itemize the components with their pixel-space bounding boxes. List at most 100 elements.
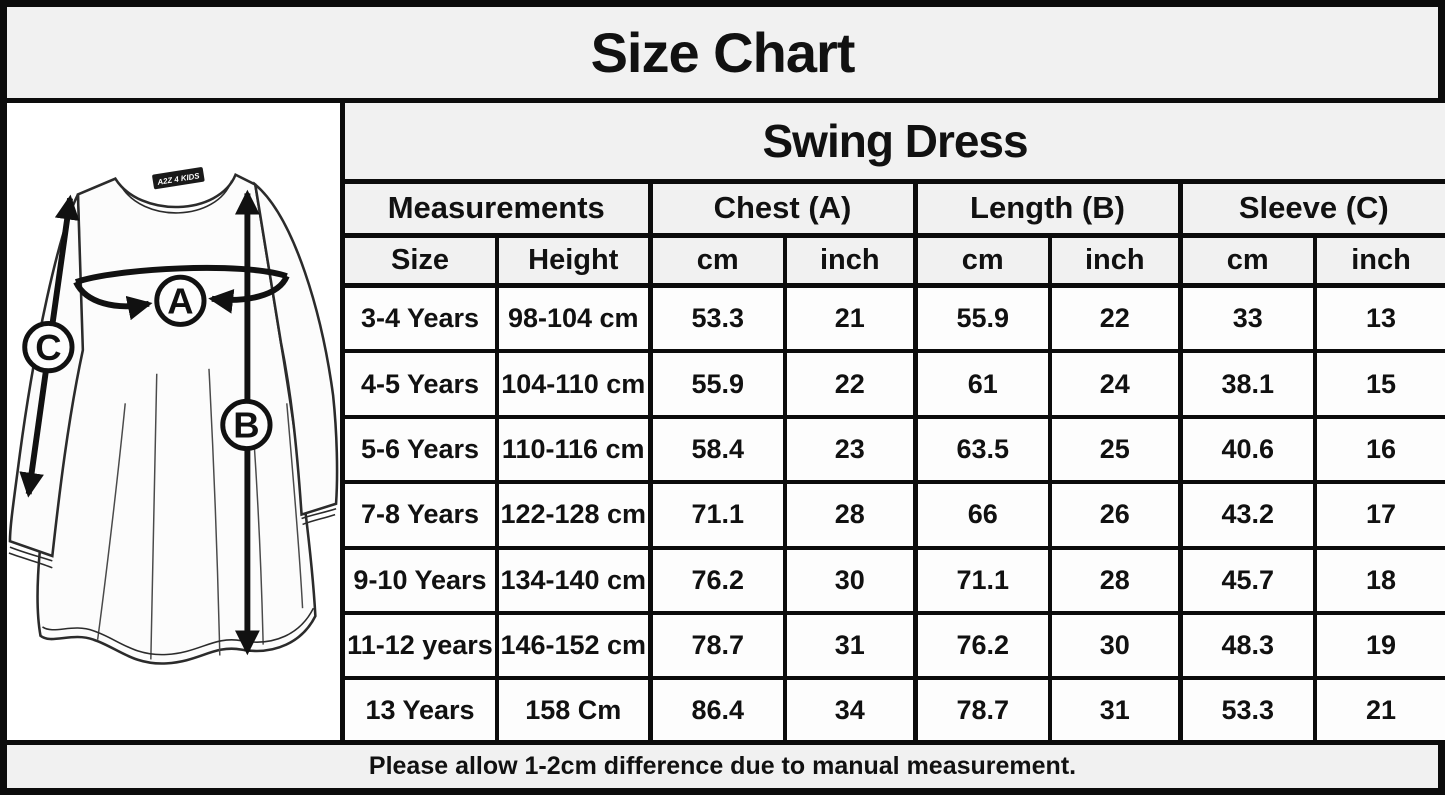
table-cell: 9-10 Years: [345, 545, 499, 615]
table-cell: 61: [912, 349, 1052, 419]
table-cell: 25: [1048, 414, 1182, 485]
col-header-chest-cm: cm: [647, 233, 787, 288]
table-cell: 13 Years: [345, 676, 499, 740]
table-cell: 16: [1312, 414, 1445, 485]
table-cell: 55.9: [912, 282, 1052, 354]
table-cell: 38.1: [1177, 349, 1317, 419]
table-cell: 7-8 Years: [345, 480, 499, 550]
table-cell: 28: [1048, 545, 1182, 615]
table-cell: 33: [1177, 282, 1317, 354]
group-header-measurements: Measurements: [345, 179, 652, 238]
table-cell: 21: [783, 282, 917, 354]
table-cell: 3-4 Years: [345, 282, 499, 354]
content-area: A2Z 4 KIDS A: [7, 103, 1445, 740]
chest-letter: A: [167, 281, 193, 322]
group-header-chest: Chest (A): [647, 179, 917, 238]
table-cell: 58.4: [647, 414, 787, 485]
table-cell: 23: [783, 414, 917, 485]
table-cell: 158 Cm: [495, 676, 652, 740]
group-header-length: Length (B): [912, 179, 1182, 238]
table-cell: 21: [1312, 676, 1445, 740]
product-name: Swing Dress: [345, 103, 1445, 184]
size-table: Swing Dress Measurements Chest (A) Lengt…: [345, 103, 1445, 740]
table-cell: 98-104 cm: [495, 282, 652, 354]
table-cell: 76.2: [912, 610, 1052, 681]
product-header-row: Swing Dress: [345, 103, 1445, 184]
table-cell: 76.2: [647, 545, 787, 615]
table-cell: 18: [1312, 545, 1445, 615]
table-row: 4-5 Years 104-110 cm 55.9 22 61 24 38.1 …: [345, 349, 1445, 419]
table-cell: 11-12 years: [345, 610, 499, 681]
table-row: 13 Years 158 Cm 86.4 34 78.7 31 53.3 21: [345, 676, 1445, 740]
col-header-chest-inch: inch: [783, 233, 917, 288]
col-header-size: Size: [345, 233, 499, 288]
table-cell: 5-6 Years: [345, 414, 499, 485]
table-cell: 22: [783, 349, 917, 419]
chest-label: A: [154, 274, 207, 327]
table-cell: 40.6: [1177, 414, 1317, 485]
page-title: Size Chart: [7, 7, 1438, 103]
skirt-fold-lines: [96, 368, 304, 660]
table-cell: 53.3: [647, 282, 787, 354]
table-cell: 22: [1048, 282, 1182, 354]
group-header-sleeve: Sleeve (C): [1177, 179, 1445, 238]
table-cell: 71.1: [647, 480, 787, 550]
table-cell: 30: [783, 545, 917, 615]
table-cell: 63.5: [912, 414, 1052, 485]
table-cell: 4-5 Years: [345, 349, 499, 419]
left-cuff-lines: [8, 546, 53, 569]
table-cell: 31: [783, 610, 917, 681]
table-cell: 28: [783, 480, 917, 550]
table-row: 3-4 Years 98-104 cm 53.3 21 55.9 22 33 1…: [345, 282, 1445, 354]
table-row: 5-6 Years 110-116 cm 58.4 23 63.5 25 40.…: [345, 414, 1445, 485]
table-cell: 26: [1048, 480, 1182, 550]
table-cell: 134-140 cm: [495, 545, 652, 615]
table-cell: 15: [1312, 349, 1445, 419]
table-cell: 55.9: [647, 349, 787, 419]
table-row: 11-12 years 146-152 cm 78.7 31 76.2 30 4…: [345, 610, 1445, 681]
table-cell: 45.7: [1177, 545, 1317, 615]
table-cell: 122-128 cm: [495, 480, 652, 550]
table-cell: 19: [1312, 610, 1445, 681]
table-row: 9-10 Years 134-140 cm 76.2 30 71.1 28 45…: [345, 545, 1445, 615]
col-header-height: Height: [495, 233, 652, 288]
dress-diagram: A2Z 4 KIDS A: [7, 103, 345, 740]
sleeve-label: C: [22, 321, 75, 374]
group-header-row: Measurements Chest (A) Length (B) Sleeve…: [345, 179, 1445, 238]
dress-illustration: A2Z 4 KIDS A: [8, 167, 339, 665]
table-cell: 31: [1048, 676, 1182, 740]
right-cuff-lines: [301, 507, 337, 526]
sleeve-letter: C: [35, 327, 61, 368]
chest-measure-arrow: [73, 264, 290, 321]
col-header-sleeve-inch: inch: [1312, 233, 1445, 288]
length-letter: B: [233, 405, 259, 446]
right-sleeve: [253, 181, 339, 517]
table-cell: 78.7: [647, 610, 787, 681]
hem-inner-line: [42, 607, 315, 656]
sub-header-row: Size Height cm inch cm inch cm inch: [345, 233, 1445, 288]
table-cell: 66: [912, 480, 1052, 550]
table-cell: 146-152 cm: [495, 610, 652, 681]
table-cell: 53.3: [1177, 676, 1317, 740]
col-header-length-inch: inch: [1048, 233, 1182, 288]
table-row: 7-8 Years 122-128 cm 71.1 28 66 26 43.2 …: [345, 480, 1445, 550]
table-cell: 110-116 cm: [495, 414, 652, 485]
length-label: B: [220, 398, 273, 452]
table-cell: 104-110 cm: [495, 349, 652, 419]
table-cell: 24: [1048, 349, 1182, 419]
table-cell: 34: [783, 676, 917, 740]
brand-tag: A2Z 4 KIDS: [152, 167, 205, 190]
measurement-note: Please allow 1-2cm difference due to man…: [7, 740, 1438, 788]
neckline-inner-line: [119, 180, 233, 214]
table-cell: 48.3: [1177, 610, 1317, 681]
table-cell: 43.2: [1177, 480, 1317, 550]
col-header-sleeve-cm: cm: [1177, 233, 1317, 288]
col-header-length-cm: cm: [912, 233, 1052, 288]
table-cell: 71.1: [912, 545, 1052, 615]
table-cell: 86.4: [647, 676, 787, 740]
table-cell: 17: [1312, 480, 1445, 550]
table-cell: 13: [1312, 282, 1445, 354]
table-cell: 78.7: [912, 676, 1052, 740]
table-cell: 30: [1048, 610, 1182, 681]
